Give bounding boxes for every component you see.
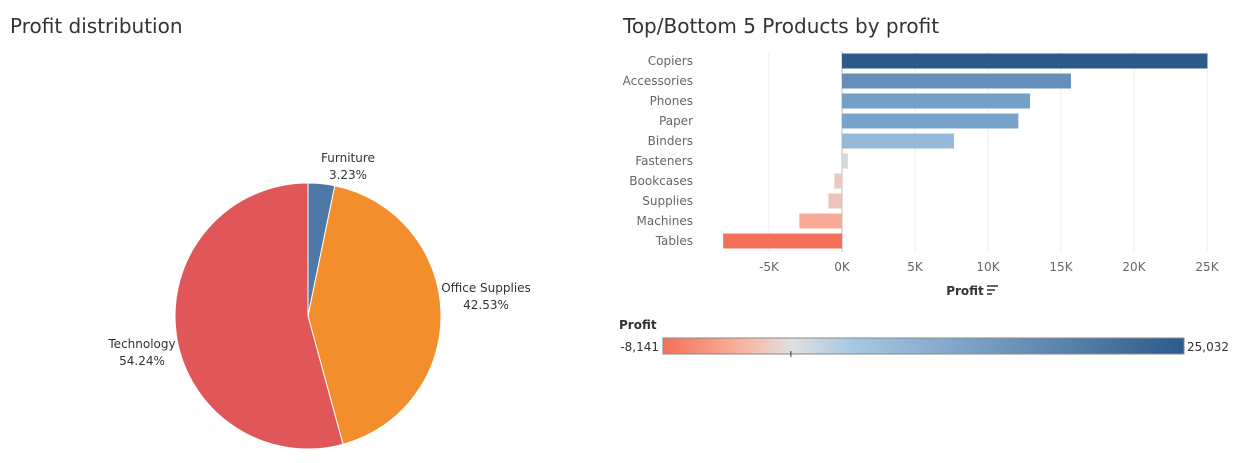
category-label-fasteners: Fasteners [635, 154, 693, 168]
x-tick-label: -5K [759, 260, 780, 274]
category-label-binders: Binders [648, 134, 693, 148]
color-legend-gradient [662, 337, 1185, 355]
bar-binders[interactable] [842, 133, 954, 149]
bar-tables[interactable] [723, 233, 842, 249]
pie-percent-technology: 54.24% [119, 354, 165, 368]
bar-chart-title: Top/Bottom 5 Products by profit [623, 14, 940, 38]
pie-percent-furniture: 3.23% [329, 168, 367, 182]
pie-chart-title: Profit distribution [10, 14, 183, 38]
pie-slice-office-supplies[interactable] [307, 185, 442, 445]
pie-slice-technology[interactable] [174, 182, 344, 450]
bar-machines[interactable] [799, 213, 842, 229]
category-label-paper: Paper [659, 114, 693, 128]
color-legend-title: Profit [619, 318, 657, 332]
x-axis-title: Profit [946, 284, 984, 298]
sort-icon[interactable] [987, 285, 998, 295]
bar-fasteners[interactable] [842, 153, 848, 169]
category-label-machines: Machines [637, 214, 693, 228]
bar-paper[interactable] [842, 113, 1019, 129]
bar-supplies[interactable] [828, 193, 842, 209]
category-label-supplies: Supplies [642, 194, 693, 208]
x-tick-label: 0K [834, 260, 851, 274]
category-label-phones: Phones [650, 94, 693, 108]
x-tick-label: 20K [1122, 260, 1146, 274]
color-legend-max: 25,032 [1187, 340, 1229, 354]
bar-bookcases[interactable] [834, 173, 842, 189]
x-tick-label: 10K [976, 260, 1000, 274]
color-legend-min: -8,141 [620, 340, 659, 354]
x-tick-label: 25K [1195, 260, 1219, 274]
bar-phones[interactable] [842, 93, 1031, 109]
bar-copiers[interactable] [842, 53, 1208, 69]
bar-accessories[interactable] [842, 73, 1071, 89]
pie-label-technology: Technology [107, 337, 175, 351]
category-label-copiers: Copiers [648, 54, 693, 68]
category-label-accessories: Accessories [623, 74, 693, 88]
x-tick-label: 5K [907, 260, 924, 274]
pie-percent-office-supplies: 42.53% [463, 298, 509, 312]
x-tick-label: 15K [1049, 260, 1073, 274]
category-label-tables: Tables [655, 234, 693, 248]
pie-label-furniture: Furniture [321, 151, 375, 165]
category-label-bookcases: Bookcases [629, 174, 693, 188]
pie-chart: Furniture 3.23% Office Supplies 42.53% Techn… [107, 151, 531, 450]
pie-label-office-supplies: Office Supplies [441, 281, 531, 295]
